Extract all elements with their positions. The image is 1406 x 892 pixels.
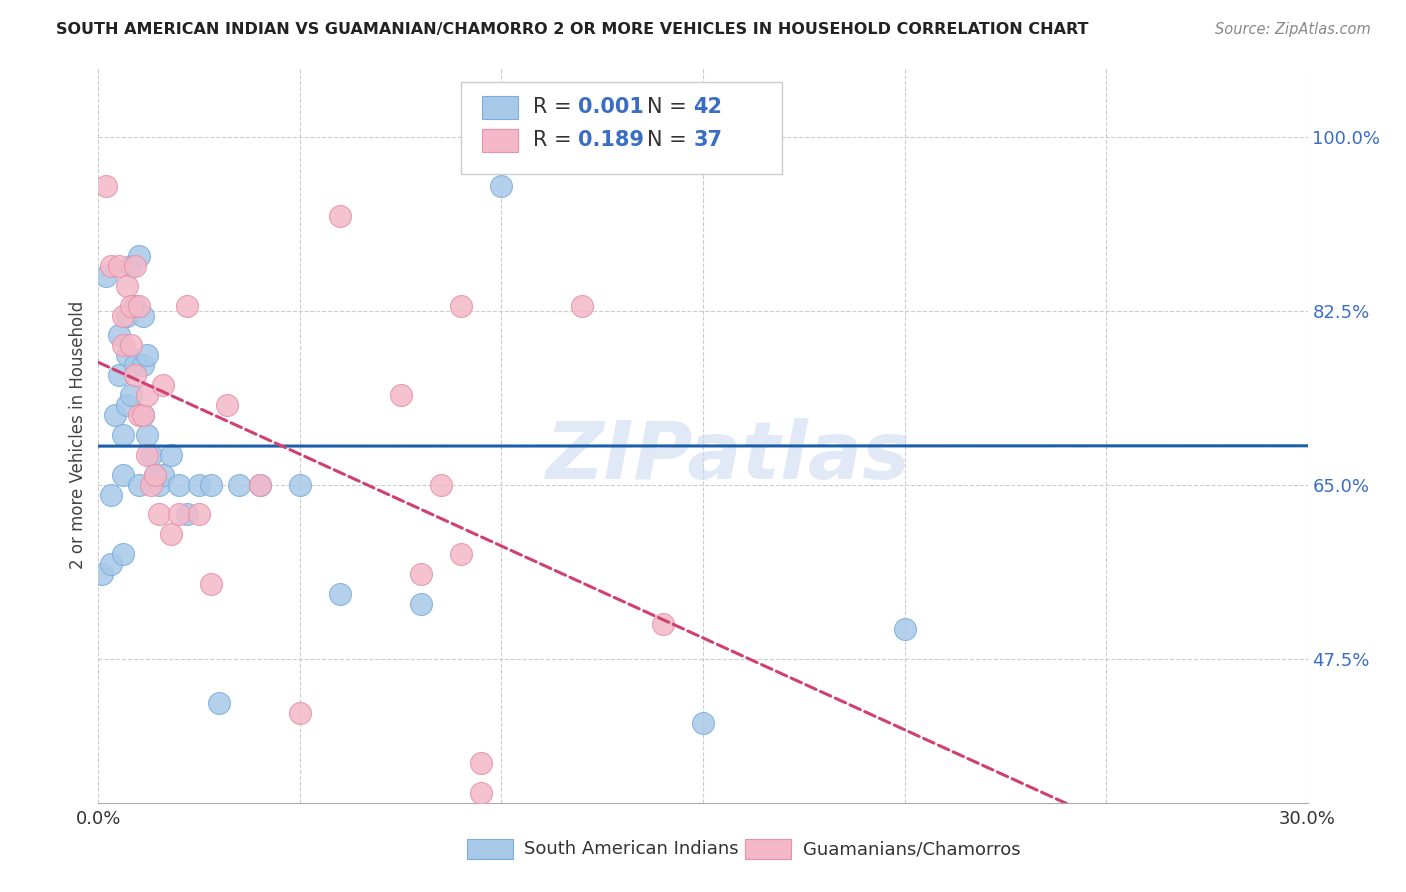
Point (132, 408, 155, 422)
Text: N =: N = (647, 97, 693, 118)
Text: ZIPatlas: ZIPatlas (544, 418, 910, 496)
Point (111, 428, 134, 442)
Point (470, 756, 492, 770)
Point (124, 358, 146, 372)
Point (329, 587, 352, 601)
FancyBboxPatch shape (482, 95, 517, 120)
Text: 0.001: 0.001 (578, 97, 644, 118)
Point (100, 259, 122, 273)
Text: SOUTH AMERICAN INDIAN VS GUAMANIAN/CHAMORRO 2 OR MORE VEHICLES IN HOUSEHOLD CORR: SOUTH AMERICAN INDIAN VS GUAMANIAN/CHAMO… (56, 22, 1088, 37)
Point (128, 249, 150, 263)
Point (107, 328, 129, 343)
Point (139, 448, 162, 462)
Point (470, 786, 492, 800)
Point (651, 616, 673, 631)
Point (208, 697, 231, 711)
Point (103, 408, 125, 422)
Point (249, 477, 271, 491)
Point (288, 706, 311, 721)
Point (107, 259, 129, 273)
FancyBboxPatch shape (482, 128, 517, 153)
Point (409, 567, 432, 582)
FancyBboxPatch shape (461, 81, 782, 174)
Point (124, 368, 146, 383)
Point (188, 477, 211, 491)
Point (96, 268, 118, 283)
Point (135, 388, 157, 402)
Point (200, 477, 222, 491)
Point (128, 408, 150, 422)
Point (329, 209, 352, 223)
Point (200, 577, 222, 591)
Point (135, 428, 157, 442)
Point (148, 477, 170, 491)
Point (571, 299, 593, 313)
Point (132, 309, 155, 323)
Point (128, 299, 150, 313)
Point (893, 622, 915, 636)
Point (115, 348, 138, 362)
Point (124, 259, 146, 273)
Point (430, 477, 453, 491)
Point (111, 467, 134, 482)
Point (160, 448, 183, 462)
Point (100, 487, 122, 501)
Point (148, 508, 170, 522)
Point (107, 368, 129, 383)
Point (132, 358, 155, 372)
Point (167, 508, 190, 522)
Point (132, 408, 155, 422)
Text: 42: 42 (693, 97, 723, 118)
Text: R =: R = (533, 130, 578, 151)
Point (115, 398, 138, 412)
Point (491, 179, 513, 194)
Text: Guamanians/Chamorros: Guamanians/Chamorros (803, 840, 1021, 858)
Point (143, 467, 166, 482)
Point (139, 477, 162, 491)
Point (124, 299, 146, 313)
Text: Source: ZipAtlas.com: Source: ZipAtlas.com (1215, 22, 1371, 37)
Point (115, 278, 138, 293)
Point (409, 597, 432, 611)
FancyBboxPatch shape (467, 838, 513, 860)
Point (228, 477, 250, 491)
Point (389, 388, 412, 402)
Point (249, 477, 271, 491)
Point (167, 477, 190, 491)
Point (692, 716, 714, 731)
Point (120, 299, 142, 313)
Point (111, 547, 134, 561)
Point (135, 448, 157, 462)
Point (143, 467, 166, 482)
Point (91, 567, 114, 582)
Point (115, 309, 138, 323)
Point (96, 179, 118, 194)
Point (111, 338, 134, 352)
Point (450, 547, 472, 561)
Point (160, 527, 183, 541)
Point (120, 338, 142, 352)
Point (128, 477, 150, 491)
Point (450, 299, 472, 313)
Point (176, 299, 198, 313)
Point (176, 508, 198, 522)
Text: South American Indians: South American Indians (524, 840, 738, 858)
Text: R =: R = (533, 97, 578, 118)
FancyBboxPatch shape (745, 838, 792, 860)
Point (152, 378, 174, 392)
Point (135, 348, 157, 362)
Text: 37: 37 (693, 130, 723, 151)
Point (111, 309, 134, 323)
Text: N =: N = (647, 130, 693, 151)
Y-axis label: 2 or more Vehicles in Household: 2 or more Vehicles in Household (69, 301, 87, 569)
Point (100, 557, 122, 571)
Point (217, 398, 239, 412)
Point (120, 259, 142, 273)
Point (120, 388, 142, 402)
Point (288, 477, 311, 491)
Point (188, 508, 211, 522)
Text: 0.189: 0.189 (578, 130, 644, 151)
Point (152, 467, 174, 482)
